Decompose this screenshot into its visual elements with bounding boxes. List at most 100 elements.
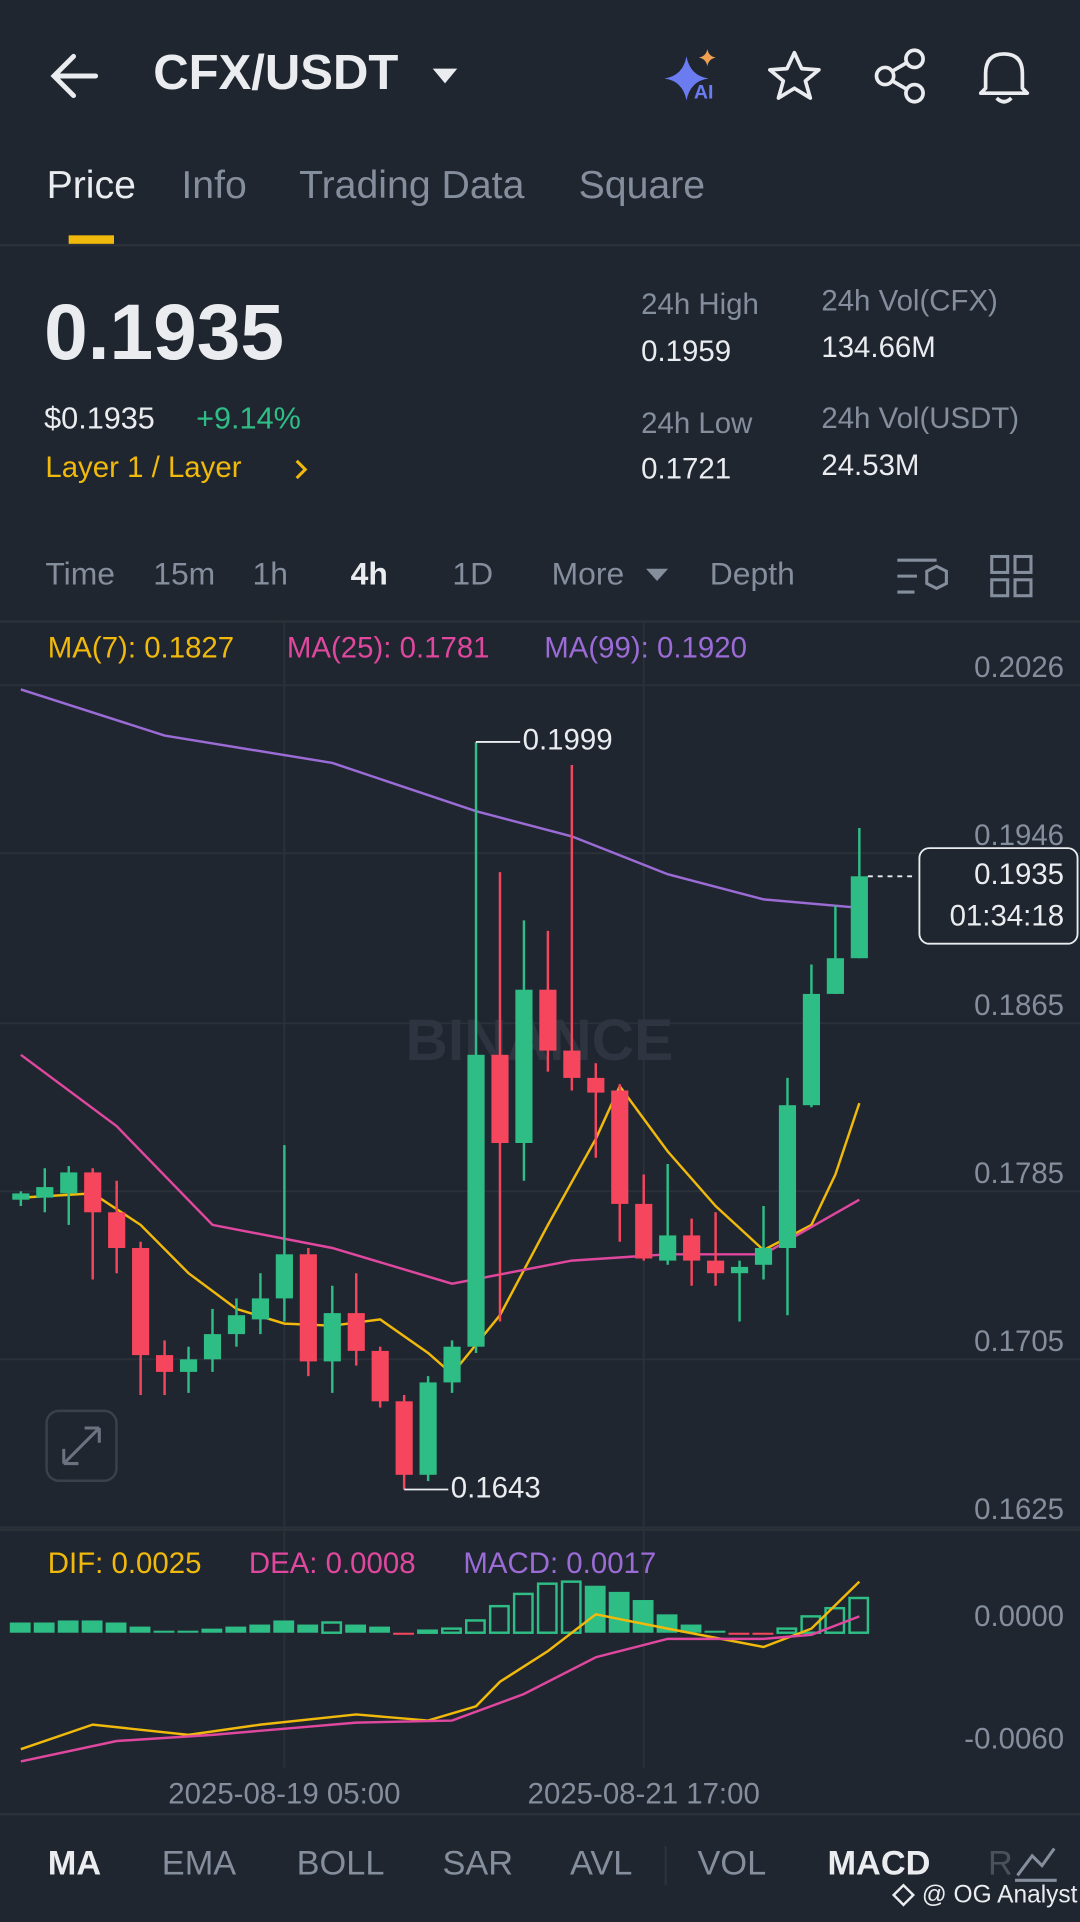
indicator-line: [20, 1053, 860, 1285]
expand-icon: [62, 1426, 101, 1466]
alert-button[interactable]: [978, 52, 1030, 104]
macd-bar: [57, 1620, 79, 1633]
expand-button[interactable]: [45, 1409, 118, 1482]
interval[interactable]: Time: [45, 556, 115, 592]
indicator-partial[interactable]: R: [988, 1845, 1013, 1883]
candle-body: [60, 1172, 78, 1194]
x-tick-label: 2025-08-19 05:00: [168, 1778, 400, 1811]
macd-bar: [177, 1630, 199, 1633]
macd-bar: [105, 1622, 127, 1633]
macd-bar: [488, 1604, 510, 1634]
back-button[interactable]: [50, 53, 99, 99]
macd-bar: [393, 1632, 414, 1635]
share-node: [904, 82, 925, 104]
ai-sparkle: [664, 56, 709, 101]
ma-label: MA(99): 0.1920: [544, 631, 747, 664]
indicator-active[interactable]: MA: [48, 1845, 101, 1883]
candle-body: [251, 1298, 269, 1320]
macd-bar: [441, 1627, 462, 1634]
ai-label: AI: [694, 81, 714, 103]
countdown: 01:34:18: [950, 900, 1064, 933]
chart-settings-button[interactable]: [897, 558, 948, 594]
candle-body: [778, 1105, 797, 1249]
chart-type-button[interactable]: [1015, 1847, 1057, 1882]
macd-bar: [608, 1591, 630, 1633]
candle-body: [108, 1212, 126, 1249]
pair-dropdown[interactable]: [432, 68, 458, 84]
macd-bar: [824, 1606, 846, 1634]
macd-bar: [129, 1626, 151, 1633]
tab[interactable]: Info: [181, 163, 246, 207]
y-tick-label: 0.1625: [974, 1493, 1064, 1526]
pair-title[interactable]: CFX/USDT: [153, 46, 398, 100]
grid-cell: [990, 554, 1010, 574]
interval-more[interactable]: More: [552, 556, 625, 592]
layout-button[interactable]: [990, 554, 1033, 598]
tab[interactable]: Square: [579, 163, 705, 207]
indicator-line: [20, 1615, 860, 1763]
grid-cell: [990, 578, 1010, 598]
candle-body: [419, 1382, 437, 1475]
last-price-label: 0.1935: [974, 858, 1064, 891]
macd-bar: [369, 1626, 391, 1633]
interval[interactable]: 15m: [153, 556, 215, 592]
candle-body: [611, 1090, 629, 1204]
candle-body: [36, 1187, 54, 1198]
y-tick-label: 0.1946: [974, 819, 1064, 852]
candle-body: [802, 993, 821, 1106]
share-button[interactable]: [874, 48, 925, 104]
sector-tag[interactable]: Layer 1 / Layer: [45, 451, 241, 484]
candle-body: [850, 876, 868, 959]
candle-body: [539, 989, 557, 1051]
macd-bar: [800, 1615, 822, 1634]
candle-body: [323, 1313, 341, 1362]
favorite-button[interactable]: [768, 50, 821, 100]
ma-label: MA(25): 0.1781: [287, 631, 490, 664]
indicator[interactable]: BOLL: [297, 1845, 385, 1883]
y-tick-label: -0.0060: [964, 1722, 1064, 1755]
macd-bar: [321, 1621, 343, 1634]
macd-bar: [632, 1600, 654, 1633]
tab-active[interactable]: Price: [47, 163, 136, 207]
candle-body: [659, 1235, 677, 1261]
indicator[interactable]: VOL: [698, 1845, 767, 1883]
y-tick-label: 0.1785: [974, 1157, 1064, 1190]
grid-cell: [1013, 578, 1033, 598]
interval-active[interactable]: 4h: [351, 556, 388, 592]
candle-body: [12, 1193, 30, 1200]
macd-bar: [273, 1620, 295, 1633]
macd-bar: [512, 1592, 534, 1634]
share-link: [891, 60, 909, 92]
candle-body: [347, 1313, 365, 1351]
macd-bar: [153, 1630, 175, 1633]
tab[interactable]: Trading Data: [299, 163, 524, 207]
candle-body: [203, 1334, 222, 1360]
fiat-price: $0.1935: [44, 402, 155, 436]
candle-body: [754, 1248, 773, 1265]
indicator[interactable]: SAR: [443, 1845, 514, 1883]
macd-bar: [225, 1626, 247, 1633]
indicator-active[interactable]: MACD: [827, 1845, 930, 1883]
price-chart: 0.2026 0.1946 0.1865 0.1785 0.1705 0.1625 2025…: [0, 621, 1080, 1811]
macd-bar: [536, 1582, 558, 1634]
candle-body: [299, 1254, 317, 1362]
candle-body: [491, 1054, 509, 1144]
macd-bar: [752, 1632, 774, 1635]
tab-indicator: [68, 235, 115, 244]
candle-body: [707, 1260, 725, 1274]
interval[interactable]: 1h: [253, 556, 288, 592]
stat-value: 24.53M: [821, 449, 919, 482]
last-price: 0.1935: [44, 288, 284, 376]
indicator[interactable]: AVL: [570, 1845, 632, 1883]
interval[interactable]: 1D: [452, 556, 493, 592]
candle-body: [730, 1266, 749, 1274]
indicator[interactable]: EMA: [162, 1845, 236, 1883]
candle-body: [132, 1248, 150, 1356]
depth-tab[interactable]: Depth: [710, 556, 795, 592]
ai-button[interactable]: AI: [664, 49, 716, 103]
macd-bar: [249, 1624, 271, 1633]
indicator-line: [20, 1580, 861, 1751]
stat-label: 24h Low: [641, 407, 753, 440]
macd-bar: [704, 1630, 726, 1633]
